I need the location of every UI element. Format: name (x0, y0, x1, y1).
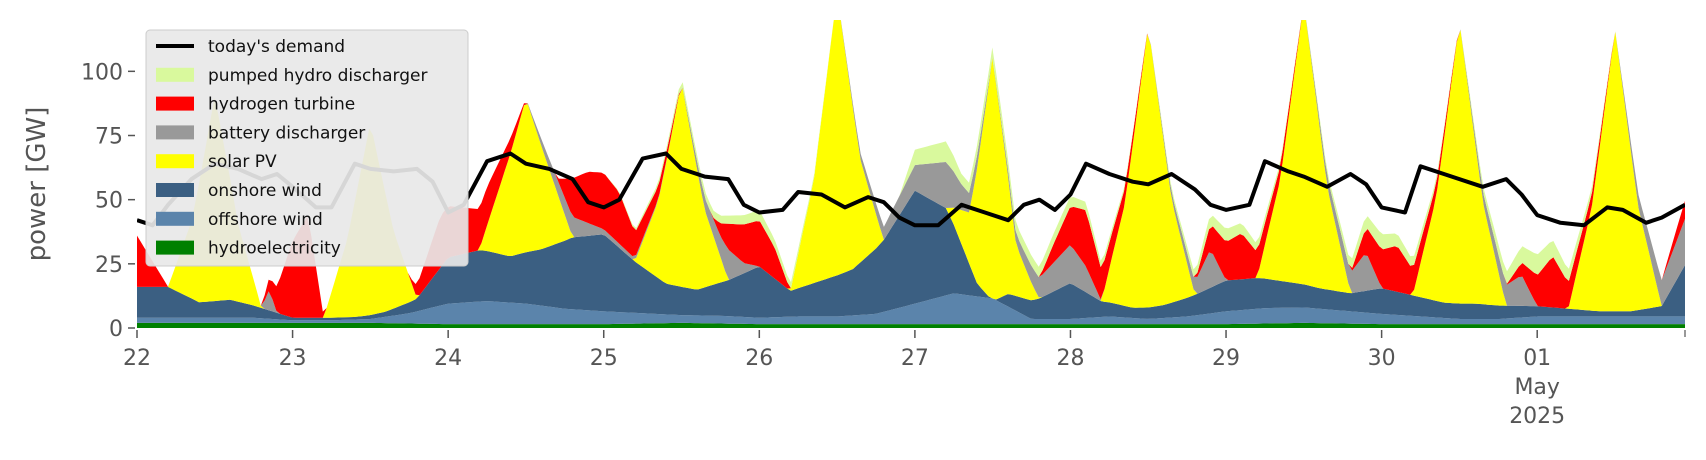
x-tick-label: 01 (1523, 346, 1551, 371)
area-solar-pv (137, 20, 1685, 318)
legend-swatch-hydrogen-turbine (156, 96, 194, 111)
y-tick-label: 100 (81, 60, 123, 85)
x-axis: 22 23 24 25 26 27 28 29 30 01 May 2025 (123, 330, 1686, 429)
x-tick-sublabel-month: May (1514, 375, 1559, 400)
legend-swatch-onshore-wind (156, 183, 194, 197)
legend-label-offshore-wind: offshore wind (208, 210, 323, 230)
x-tick-label: 29 (1212, 346, 1240, 371)
area-offshore-wind (137, 293, 1685, 325)
x-tick-label: 27 (901, 346, 929, 371)
legend-label-solar-pv: solar PV (208, 152, 277, 172)
legend-label-onshore-wind: onshore wind (208, 181, 322, 201)
y-axis-label: power [GW] (22, 107, 52, 262)
legend-label-hydroelectricity: hydroelectricity (208, 239, 341, 259)
area-hydrogen-turbine (137, 20, 1685, 318)
legend: today's demand pumped hydro discharger hyd… (145, 29, 469, 267)
legend-swatch-solar-pv (156, 154, 194, 169)
y-tick-label: 25 (95, 253, 123, 278)
x-tick-label: 26 (745, 346, 773, 371)
legend-swatch-hydroelectricity (156, 240, 194, 255)
legend-label-battery-discharger: battery discharger (208, 123, 365, 143)
y-tick-label: 50 (95, 189, 123, 214)
area-onshore-wind (137, 190, 1685, 321)
x-tick-label: 23 (279, 346, 307, 371)
x-tick-sublabel-year: 2025 (1509, 404, 1565, 429)
x-tick-label: 25 (590, 346, 618, 371)
x-tick-label: 22 (123, 346, 151, 371)
area-hydroelectricity (137, 322, 1685, 328)
x-tick-label: 30 (1368, 346, 1396, 371)
area-pumped-hydro-discharger (137, 20, 1685, 312)
stacked-areas (137, 20, 1685, 328)
y-tick-label: 75 (95, 125, 123, 150)
legend-swatch-pumped-hydro-discharger (156, 67, 194, 82)
y-tick-label: 0 (109, 317, 123, 342)
x-tick-label: 24 (434, 346, 462, 371)
legend-label-hydrogen-turbine: hydrogen turbine (208, 95, 355, 115)
legend-swatch-battery-discharger (156, 125, 194, 140)
legend-label-pumped-hydro-discharger: pumped hydro discharger (208, 66, 427, 86)
x-tick-label: 28 (1056, 346, 1084, 371)
y-axis: 0 25 50 75 100 (81, 60, 135, 342)
legend-box (145, 29, 469, 267)
legend-swatch-offshore-wind (156, 211, 194, 226)
legend-label-today-s-demand: today's demand (208, 37, 345, 57)
